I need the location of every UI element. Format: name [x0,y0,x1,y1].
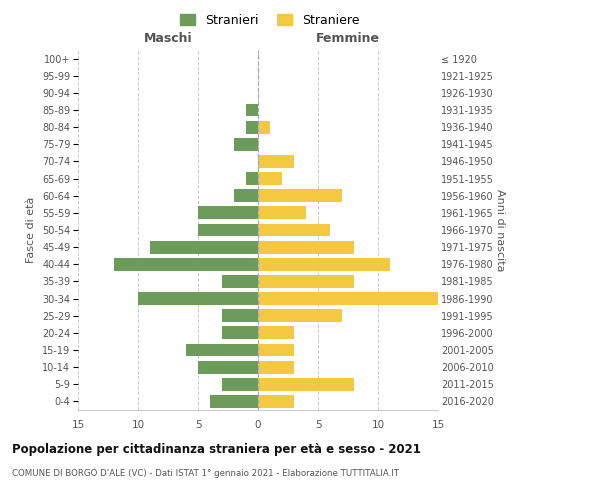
Text: Maschi: Maschi [143,32,193,45]
Bar [258,275,354,288]
Bar [258,240,354,254]
Bar [150,240,258,254]
Bar [114,258,258,270]
Bar [138,292,258,305]
Bar [246,120,258,134]
Bar [258,360,294,374]
Bar [234,190,258,202]
Bar [258,344,294,356]
Bar [258,310,342,322]
Bar [210,395,258,408]
Y-axis label: Anni di nascita: Anni di nascita [495,188,505,271]
Text: Popolazione per cittadinanza straniera per età e sesso - 2021: Popolazione per cittadinanza straniera p… [12,442,421,456]
Bar [198,360,258,374]
Bar [258,326,294,340]
Bar [186,344,258,356]
Y-axis label: Fasce di età: Fasce di età [26,197,37,263]
Bar [258,120,270,134]
Legend: Stranieri, Straniere: Stranieri, Straniere [175,8,365,32]
Bar [258,224,330,236]
Bar [258,292,438,305]
Bar [258,155,294,168]
Bar [234,138,258,150]
Bar [258,395,294,408]
Bar [258,190,342,202]
Bar [222,378,258,390]
Bar [222,310,258,322]
Text: COMUNE DI BORGO D'ALE (VC) - Dati ISTAT 1° gennaio 2021 - Elaborazione TUTTITALI: COMUNE DI BORGO D'ALE (VC) - Dati ISTAT … [12,469,399,478]
Bar [198,224,258,236]
Bar [258,378,354,390]
Bar [258,206,306,220]
Bar [198,206,258,220]
Bar [222,275,258,288]
Text: Femmine: Femmine [316,32,380,45]
Bar [246,104,258,117]
Bar [258,258,390,270]
Bar [258,172,282,185]
Bar [222,326,258,340]
Bar [246,172,258,185]
